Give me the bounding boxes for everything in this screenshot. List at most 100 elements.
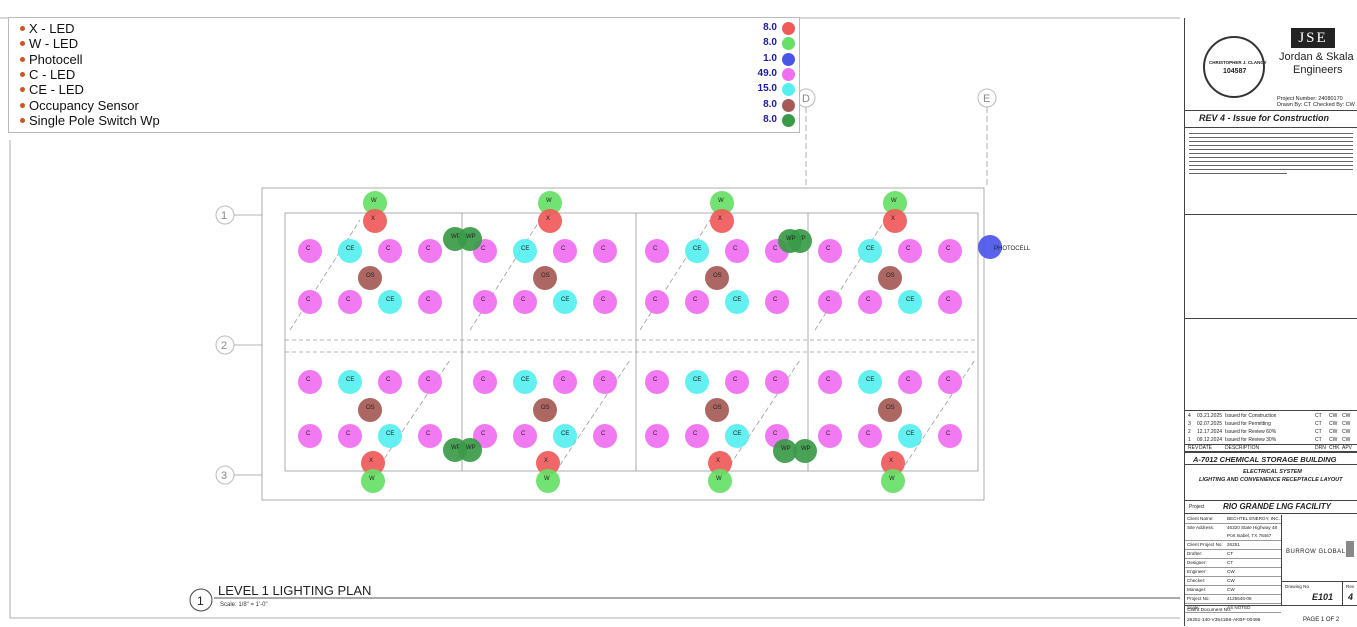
rev-label: Rev <box>1346 584 1355 589</box>
fixture-single-pole-switch: WP <box>793 439 817 463</box>
svg-text:C: C <box>653 246 658 252</box>
legend-swatch <box>782 53 795 66</box>
fixture-c-led: C <box>645 239 669 263</box>
fixture-c-led: C <box>898 370 922 394</box>
svg-text:C: C <box>773 377 778 383</box>
legend-count: 8.0 <box>763 114 777 125</box>
fixture-occupancy-sensor: OS <box>533 266 557 290</box>
legend-row-c-led[interactable]: C - LED 49.0 <box>9 67 799 82</box>
fixture-ce-led: CE <box>513 239 537 263</box>
fixture-c-led: C <box>818 370 842 394</box>
fixture-ce-led: CE <box>898 290 922 314</box>
svg-text:X: X <box>716 458 720 464</box>
fixture-occupancy-sensor: OS <box>705 398 729 422</box>
fixture-ce-led: CE <box>378 290 402 314</box>
revision-row: 4 03.21.2025 Issued for Construction CT … <box>1188 413 1351 419</box>
fixture-x-led: X <box>883 209 907 233</box>
legend-row-w-led[interactable]: W - LED 8.0 <box>9 36 799 51</box>
project-fields: Client Name: BECHTEL ENERGY, INC. Site Ad… <box>1185 515 1281 613</box>
fixture-c-led: C <box>765 370 789 394</box>
fixture-c-led: C <box>725 239 749 263</box>
fixture-ce-led: CE <box>725 424 749 448</box>
fixture-x-led: X <box>363 209 387 233</box>
svg-text:C: C <box>601 431 606 437</box>
fixture-c-led: C <box>593 424 617 448</box>
fixture-ce-led: CE <box>858 239 882 263</box>
seal-number: 104587 <box>1223 68 1247 75</box>
svg-text:CE: CE <box>906 297 914 303</box>
svg-text:C: C <box>426 431 431 437</box>
svg-text:CE: CE <box>693 246 701 252</box>
svg-text:CE: CE <box>733 431 741 437</box>
svg-text:X: X <box>371 216 375 222</box>
legend-label: C - LED <box>29 67 76 82</box>
fixture-c-led: C <box>858 424 882 448</box>
svg-text:W: W <box>369 476 375 482</box>
legend-swatch <box>782 37 795 50</box>
fixture-occupancy-sensor: OS <box>533 398 557 422</box>
svg-text:X: X <box>544 458 548 464</box>
field-row: Site Address: 46320 State Highway 48 <box>1187 525 1278 530</box>
legend-row-x-led[interactable]: X - LED 8.0 <box>9 21 799 36</box>
grid-row-3: 3 <box>221 470 227 482</box>
legend-swatch <box>782 22 795 35</box>
client-doc-box: Client Document No. 26251-140-V3541B6-AK… <box>1185 605 1357 627</box>
fixture-c-led: C <box>938 290 962 314</box>
legend-row-photocell[interactable]: Photocell 1.0 <box>9 52 799 67</box>
grid-col-e: E <box>983 93 990 105</box>
grid-row-1: 1 <box>221 210 227 222</box>
rev-number: 4 <box>1348 592 1354 602</box>
field-row: Scale: AS NOTED <box>1185 604 1281 613</box>
legend-label: X - LED <box>29 21 75 36</box>
svg-text:C: C <box>601 246 606 252</box>
svg-text:W: W <box>371 198 377 204</box>
consultant-box: BURROW GLOBAL <box>1281 515 1357 581</box>
building-box: A-7012 CHEMICAL STORAGE BUILDING <box>1185 452 1357 465</box>
fixture-c-led: C <box>645 370 669 394</box>
svg-text:X: X <box>891 216 895 222</box>
svg-text:OS: OS <box>366 405 375 411</box>
drawn-by: Drawn By: CT <box>1277 102 1312 108</box>
svg-text:C: C <box>521 431 526 437</box>
legend-count: 8.0 <box>763 99 777 110</box>
fixture-ce-led: CE <box>513 370 537 394</box>
legend-bullet <box>20 118 25 123</box>
fixture-c-led: C <box>858 290 882 314</box>
fixture-c-led: C <box>418 239 442 263</box>
svg-text:C: C <box>306 297 311 303</box>
svg-text:C: C <box>693 431 698 437</box>
firm-subtitle: Engineers <box>1293 64 1343 76</box>
legend-row-single-pole-switch[interactable]: Single Pole Switch Wp 8.0 <box>9 113 799 128</box>
field-row: Client Name: BECHTEL ENERGY, INC. <box>1185 515 1281 524</box>
legend-bullet <box>20 26 25 31</box>
legend-row-ce-led[interactable]: CE - LED 15.0 <box>9 82 799 97</box>
legend-label: Photocell <box>29 52 83 67</box>
fixture-c-led: C <box>898 239 922 263</box>
fixture-w-led: W <box>881 469 905 493</box>
fixture-c-led: C <box>593 239 617 263</box>
tb-divider <box>1185 318 1357 319</box>
svg-text:C: C <box>773 431 778 437</box>
svg-text:C: C <box>426 297 431 303</box>
fixture-c-led: C <box>593 290 617 314</box>
fixture-w-led: W <box>708 469 732 493</box>
svg-text:CE: CE <box>386 297 394 303</box>
svg-text:C: C <box>773 246 778 252</box>
fixture-c-led: C <box>553 239 577 263</box>
drawing-no-label: Drawing No <box>1285 584 1309 589</box>
field-row: Client Project No: 26251 <box>1185 541 1281 550</box>
svg-text:C: C <box>946 431 951 437</box>
plan-number: 1 <box>197 594 204 608</box>
fixture-occupancy-sensor: OS <box>705 266 729 290</box>
building-outline <box>234 107 988 501</box>
general-notes <box>1189 130 1353 210</box>
fixture-x-led: X <box>710 209 734 233</box>
fixture-c-led: C <box>513 424 537 448</box>
fixture-x-led: X <box>536 451 560 475</box>
fixture-c-led: C <box>298 424 322 448</box>
legend-row-occupancy-sensor[interactable]: Occupancy Sensor 8.0 <box>9 98 799 113</box>
fixture-c-led: C <box>725 370 749 394</box>
svg-text:C: C <box>826 377 831 383</box>
fixture-occupancy-sensor: OS <box>878 266 902 290</box>
fixture-c-led: C <box>418 424 442 448</box>
